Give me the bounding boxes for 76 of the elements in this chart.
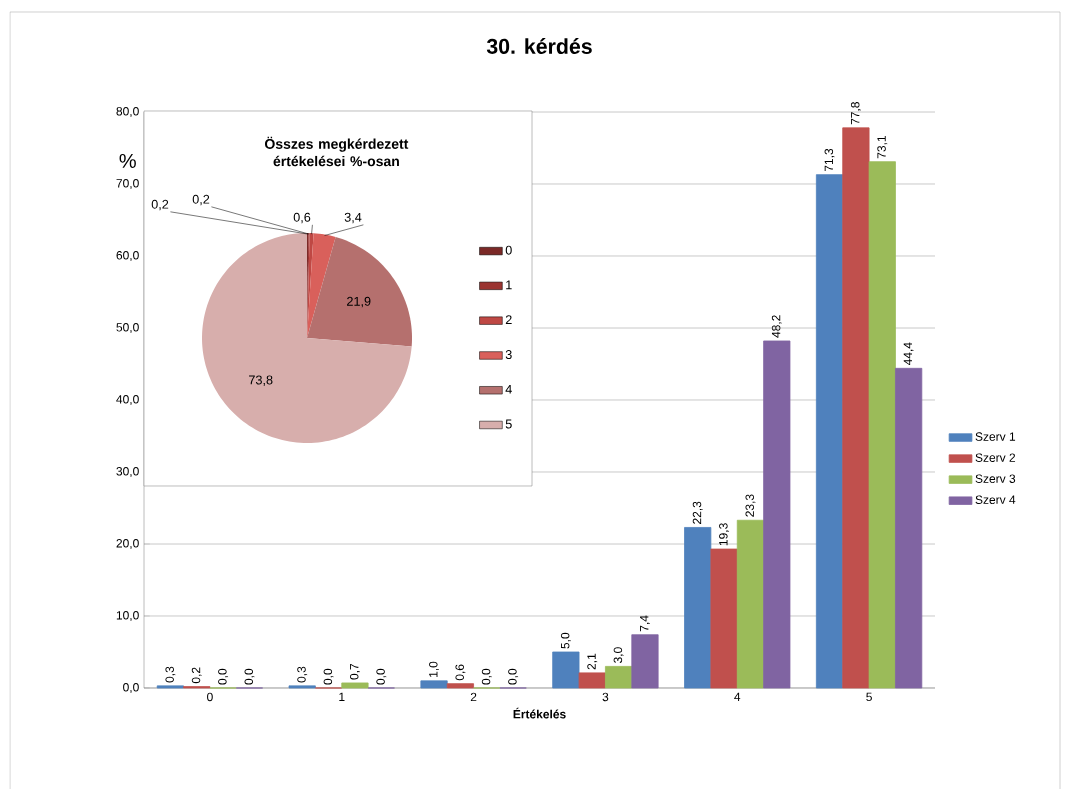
x-tick-label: 5: [866, 692, 872, 702]
data-label: 0,0: [244, 668, 255, 685]
data-label: 73,8: [249, 375, 273, 386]
data-label: 44,4: [903, 342, 914, 366]
bar: [736, 519, 765, 689]
data-label: 0,3: [297, 666, 308, 683]
data-label: 71,3: [824, 148, 835, 172]
bar: [446, 683, 474, 689]
data-label: 3,4: [344, 212, 362, 224]
data-label: 0,0: [323, 668, 334, 685]
bar: [288, 685, 316, 689]
y-tick-label: 10,0: [116, 611, 139, 621]
data-label: 48,2: [771, 315, 782, 338]
data-label: 0,6: [293, 212, 311, 224]
x-axis-title: Értékelés: [513, 707, 566, 719]
bar: [341, 682, 369, 689]
data-label: 0,2: [151, 199, 169, 211]
x-tick-label: 3: [602, 692, 609, 702]
legend-label: 5: [505, 419, 512, 429]
x-tick-label: 4: [734, 692, 741, 701]
bar: [552, 651, 580, 689]
data-label: 0,6: [455, 664, 466, 681]
bar: [631, 634, 659, 689]
data-label: 1,0: [429, 661, 439, 677]
legend-label: 4: [505, 384, 512, 394]
data-label: 0,3: [165, 666, 176, 683]
y-tick-label: 80,0: [116, 107, 139, 117]
data-label: 3,0: [613, 647, 624, 664]
bar: [895, 367, 923, 689]
chart-title: 30. kérdés: [486, 38, 592, 54]
y-tick-label: 40,0: [116, 395, 139, 405]
bar: [842, 127, 870, 689]
bar: [578, 672, 606, 689]
data-label: 0,0: [481, 668, 492, 685]
legend-label: 2: [505, 315, 512, 325]
bar: [156, 685, 184, 689]
y-tick-label: 30,0: [116, 467, 139, 477]
data-label: 0,0: [218, 668, 229, 685]
legend-label: 1: [506, 280, 512, 290]
legend-label: 0: [505, 245, 512, 255]
bar: [763, 340, 791, 689]
data-label: 0,2: [191, 667, 202, 684]
data-label: 77,8: [850, 102, 861, 125]
legend-label: Szerv 2: [975, 453, 1016, 462]
x-tick-label: 2: [470, 692, 477, 702]
y-tick-label: 50,0: [116, 323, 139, 333]
legend-label: 3: [505, 350, 512, 360]
x-tick-label: 1: [339, 692, 345, 701]
data-label: 0,0: [508, 668, 519, 685]
x-tick-label: 0: [207, 692, 213, 702]
bar: [815, 174, 844, 689]
bar: [605, 666, 633, 689]
data-label: 0,7: [349, 663, 360, 680]
data-label: 23,3: [745, 494, 756, 517]
y-tick-label: 20,0: [116, 539, 139, 549]
data-label: 0,0: [376, 668, 387, 685]
bar: [710, 548, 738, 689]
data-label: 19,3: [719, 523, 730, 546]
data-label: 73,1: [877, 135, 888, 159]
y-tick-label: 70,0: [116, 179, 139, 189]
data-label: 22,3: [692, 501, 703, 524]
legend-label: Szerv 3: [975, 474, 1016, 483]
data-label: 5,0: [560, 632, 571, 649]
data-label: 7,4: [640, 615, 650, 632]
y-tick-label: 60,0: [116, 251, 139, 261]
y-tick-label: 0,0: [123, 683, 139, 693]
data-label: 21,9: [347, 296, 371, 308]
chart-title: Összes megkérdezett értékelései %-osan: [264, 136, 409, 167]
data-label: 2,1: [587, 653, 598, 670]
legend-label: Szerv 4: [975, 495, 1016, 504]
bar: [420, 680, 448, 689]
data-label: 0,2: [192, 194, 210, 206]
y-axis-title: %: [119, 153, 136, 168]
legend-label: Szerv 1: [975, 432, 1016, 441]
bar: [684, 527, 712, 689]
bar: [868, 161, 896, 689]
